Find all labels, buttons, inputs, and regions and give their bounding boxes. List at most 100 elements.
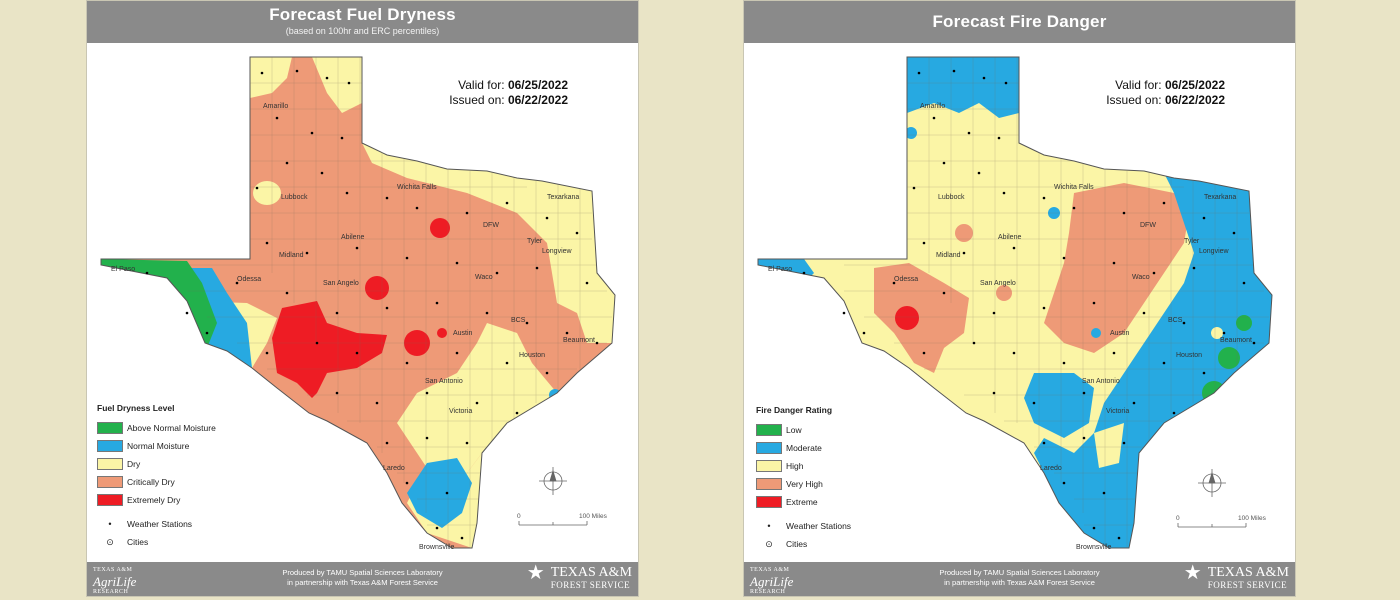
scale-end: 100 Miles — [1238, 515, 1267, 522]
legend-label: Normal Moisture — [127, 441, 190, 451]
city-label: Odessa — [894, 276, 918, 283]
legend-label: Moderate — [786, 443, 822, 453]
city-icon: ⊙ — [765, 538, 773, 549]
legend-label: Weather Stations — [786, 521, 852, 531]
legend-label: Extreme — [786, 497, 818, 507]
legend-item: ⊙ Cities — [97, 533, 216, 551]
issued-label: Issued on: — [449, 93, 505, 107]
legend-swatch — [756, 460, 782, 472]
valid-label: Valid for: — [458, 78, 505, 92]
legend-swatch — [97, 458, 123, 470]
north-arrow-icon — [539, 467, 567, 495]
agrilife-logo: TEXAS A&M AgriLife RESEARCH — [93, 567, 137, 595]
legend-label: Weather Stations — [127, 519, 193, 529]
legend-label: Above Normal Moisture — [127, 423, 216, 433]
map-title: Forecast Fuel Dryness — [269, 5, 456, 24]
city-label: BCS — [511, 317, 526, 324]
city-label: Midland — [936, 252, 961, 259]
credit-text: Produced by TAMU Spatial Sciences Labora… — [282, 568, 443, 587]
city-label: Laredo — [383, 465, 405, 472]
city-label: Lubbock — [938, 194, 965, 201]
issued-date: 06/22/2022 — [507, 93, 568, 107]
legend-title: Fire Danger Rating — [756, 405, 833, 415]
valid-date: 06/25/2022 — [507, 78, 568, 92]
city-label: DFW — [1140, 222, 1156, 229]
city-label: Houston — [1176, 352, 1202, 359]
scale-start: 0 — [1176, 515, 1180, 522]
star-icon: ★ — [526, 562, 545, 584]
agrilife-logo: TEXAS A&M AgriLife RESEARCH — [750, 567, 794, 595]
scale-start: 0 — [517, 513, 521, 520]
city-label: Laredo — [1040, 465, 1062, 472]
forest-service-logo: ★ TEXAS A&M FOREST SERVICE — [526, 562, 632, 590]
city-label: Beaumont — [563, 337, 595, 344]
city-label: San Antonio — [1082, 378, 1120, 385]
footer: TEXAS A&M AgriLife RESEARCH Produced by TA… — [744, 562, 1295, 596]
legend-label: Low — [786, 425, 802, 435]
city-label: San Angelo — [323, 280, 359, 287]
legend-swatch — [97, 422, 123, 434]
scale-bar: 0 100 Miles — [1176, 515, 1267, 528]
weather-station-icon: • — [767, 521, 771, 531]
map-subtitle: (based on 100hr and ERC percentiles) — [285, 26, 440, 36]
legend-item: Extreme — [756, 493, 851, 511]
city-label: Waco — [475, 274, 493, 281]
legend-item: Extremely Dry — [97, 491, 216, 509]
city-label: BCS — [1168, 317, 1183, 324]
map-header: Forecast Fire Danger — [744, 1, 1295, 43]
city-label: Tyler — [527, 238, 543, 245]
legend-swatch — [97, 494, 123, 506]
city-label: Tyler — [1184, 238, 1200, 245]
fire-danger-map-panel: Forecast Fire Danger — [743, 0, 1296, 597]
legend-swatch — [756, 478, 782, 490]
city-label: Wichita Falls — [397, 184, 437, 191]
legend-label: High — [786, 461, 804, 471]
legend-item: Very High — [756, 475, 851, 493]
city-label: Beaumont — [1220, 337, 1252, 344]
city-label: Texarkana — [1204, 194, 1236, 201]
legend-title: Fuel Dryness Level — [97, 403, 175, 413]
city-label: Waco — [1132, 274, 1150, 281]
footer: TEXAS A&M AgriLife RESEARCH Produced by TA… — [87, 562, 638, 596]
credit-text: Produced by TAMU Spatial Sciences Labora… — [939, 568, 1100, 587]
legend-label: Dry — [127, 459, 141, 469]
legend-item: ⊙ Cities — [756, 535, 851, 553]
city-icon: ⊙ — [106, 536, 114, 547]
legend-swatch — [756, 496, 782, 508]
legend-item: Low — [756, 421, 851, 439]
fuel-dryness-map-panel: Forecast Fuel Dryness (based on 100hr an… — [86, 0, 639, 597]
city-label: Amarillo — [263, 103, 288, 110]
legend-label: Critically Dry — [127, 477, 175, 487]
map-header: Forecast Fuel Dryness (based on 100hr an… — [87, 1, 638, 43]
legend-item: Critically Dry — [97, 473, 216, 491]
valid-dates: Valid for: 06/25/2022 Issued on: 06/22/2… — [449, 78, 568, 108]
city-label: San Antonio — [425, 378, 463, 385]
legend-item: Above Normal Moisture — [97, 419, 216, 437]
scale-bar: 0 100 Miles — [517, 513, 608, 526]
valid-label: Valid for: — [1115, 78, 1162, 92]
city-label: Houston — [519, 352, 545, 359]
legend-label: Cities — [786, 539, 808, 549]
city-label: Longview — [1199, 248, 1230, 255]
map-title: Forecast Fire Danger — [932, 12, 1107, 31]
legend-item: Normal Moisture — [97, 437, 216, 455]
city-label: Texarkana — [547, 194, 579, 201]
city-label: El Paso — [111, 266, 135, 273]
legend-swatch — [756, 424, 782, 436]
fire-danger-map: Amarillo Lubbock Wichita Falls Texarkana… — [757, 56, 1273, 551]
issued-date: 06/22/2022 — [1164, 93, 1225, 107]
legend-item: • Weather Stations — [756, 517, 851, 535]
valid-date: 06/25/2022 — [1164, 78, 1225, 92]
city-label: Victoria — [449, 408, 472, 415]
scale-end: 100 Miles — [579, 513, 608, 520]
city-label: Austin — [1110, 330, 1130, 337]
valid-dates: Valid for: 06/25/2022 Issued on: 06/22/2… — [1106, 78, 1225, 108]
legend-swatch — [756, 442, 782, 454]
city-label: Abilene — [341, 234, 364, 241]
city-label: Midland — [279, 252, 304, 259]
legend-item: Dry — [97, 455, 216, 473]
city-label: Austin — [453, 330, 473, 337]
city-label: DFW — [483, 222, 499, 229]
weather-station-icon: • — [108, 519, 112, 529]
legend-label: Extremely Dry — [127, 495, 181, 505]
